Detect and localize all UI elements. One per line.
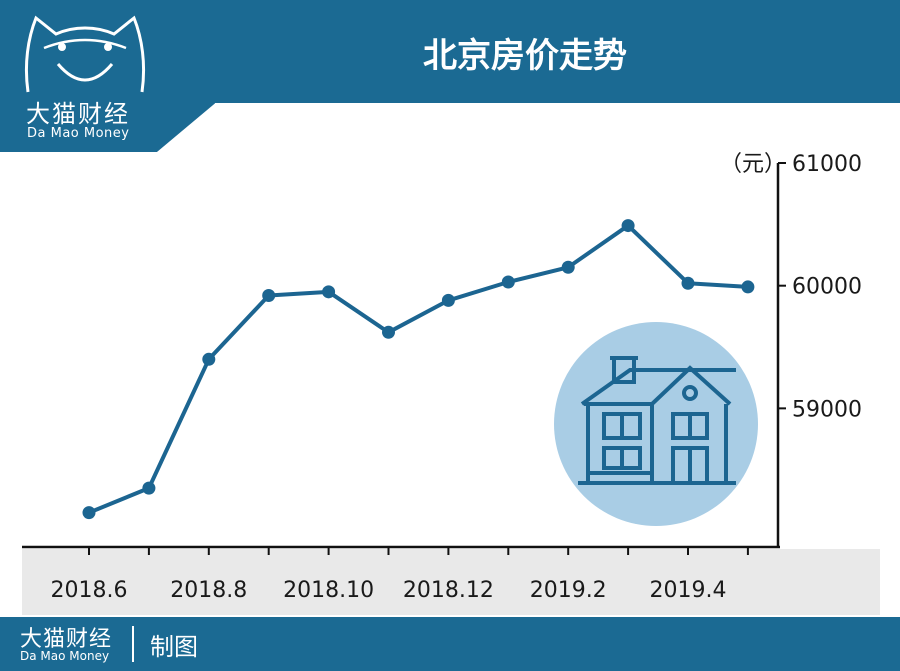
y-tick-label: 61000 <box>792 152 862 177</box>
cat-face-logo-icon <box>24 15 146 93</box>
x-tick-label: 2018.12 <box>403 578 494 603</box>
brand-logo-block: 大猫财经 Da Mao Money <box>0 0 215 152</box>
data-point <box>501 275 515 289</box>
footer-credit: 制图 <box>150 633 198 661</box>
x-tick-label: 2018.6 <box>51 578 128 603</box>
data-point <box>561 260 575 274</box>
data-point <box>621 219 635 233</box>
data-point <box>262 288 276 302</box>
x-tick-label: 2018.8 <box>170 578 247 603</box>
footer-brand-cn: 大猫财经 <box>20 627 113 652</box>
data-point <box>681 276 695 290</box>
data-point <box>741 280 755 294</box>
data-point <box>322 285 336 299</box>
chart-title: 北京房价走势 <box>423 36 627 76</box>
brand-name-en: Da Mao Money <box>27 126 130 141</box>
data-point <box>441 293 455 307</box>
x-axis-band <box>22 549 880 615</box>
y-tick-label: 60000 <box>792 275 862 300</box>
x-tick-label: 2018.10 <box>283 578 374 603</box>
footer-divider <box>132 626 134 662</box>
x-tick-label: 2019.2 <box>530 578 607 603</box>
data-point <box>202 352 216 366</box>
data-point <box>382 325 395 339</box>
data-point <box>82 506 96 520</box>
y-tick-label: 59000 <box>792 397 862 422</box>
footer-band <box>0 617 900 671</box>
line-chart: 59000 60000 61000 2018.6 2018.8 2018.10 2018.1… <box>22 152 880 615</box>
y-axis-unit-label: （元） <box>720 152 787 177</box>
x-tick-label: 2019.4 <box>650 578 727 603</box>
data-point <box>142 481 156 495</box>
brand-name-cn: 大猫财经 <box>26 100 130 128</box>
house-icon <box>554 322 758 526</box>
series-line <box>88 223 749 515</box>
footer-brand-en: Da Mao Money <box>20 649 110 663</box>
